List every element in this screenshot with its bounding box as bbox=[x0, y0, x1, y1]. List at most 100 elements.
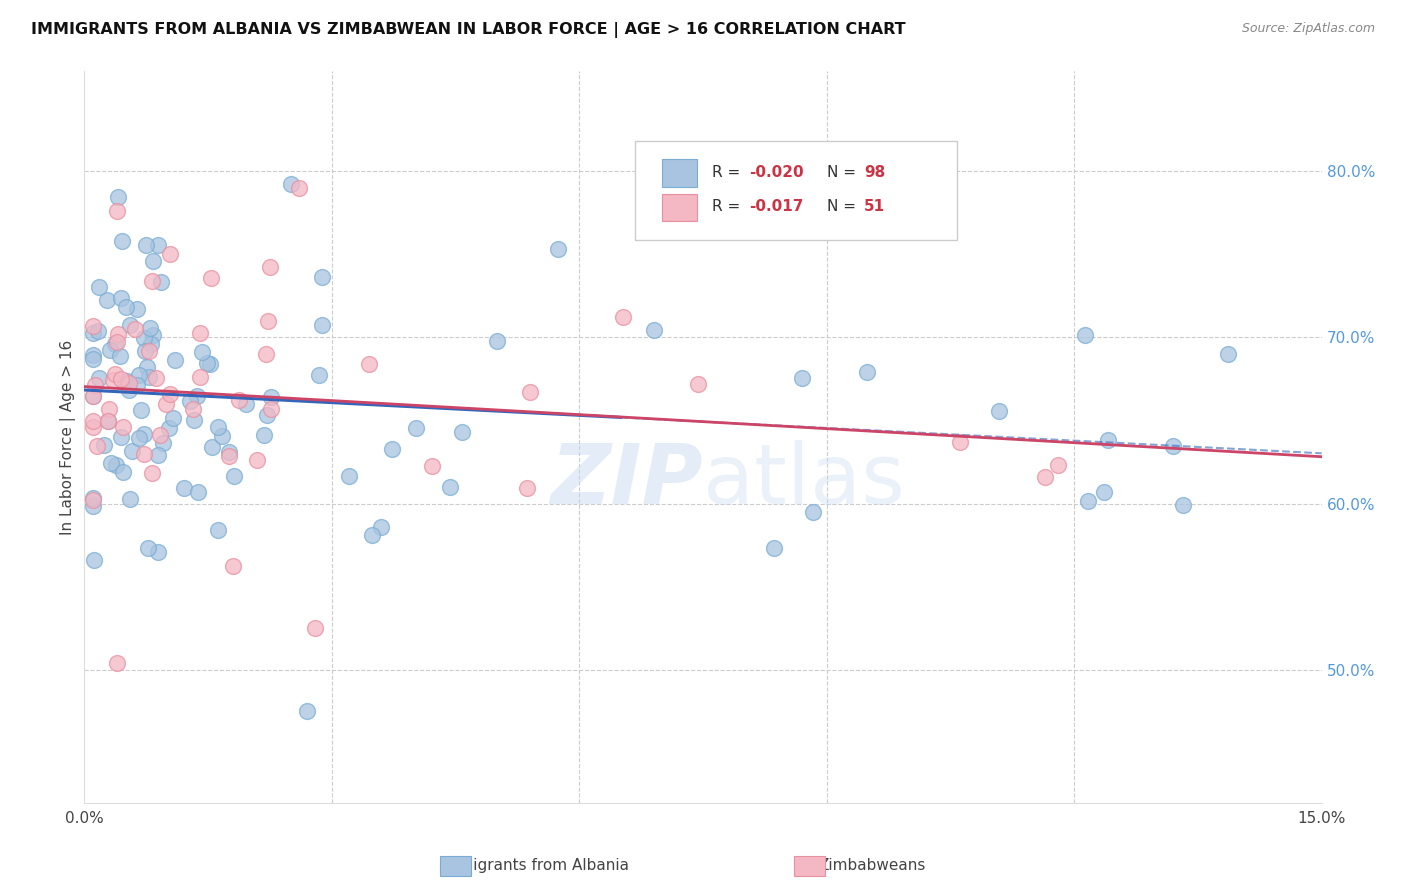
Point bbox=[96, 414, 118, 428]
Point bbox=[792, 371, 814, 385]
Point bbox=[762, 541, 785, 555]
Point bbox=[308, 368, 330, 383]
Point bbox=[949, 435, 972, 450]
Point bbox=[211, 428, 233, 442]
Point bbox=[370, 520, 392, 534]
Point bbox=[93, 437, 115, 451]
Point bbox=[256, 408, 278, 422]
Point bbox=[82, 319, 104, 334]
Point bbox=[110, 372, 132, 386]
Point bbox=[82, 420, 104, 434]
Point bbox=[405, 421, 427, 435]
Text: R =: R = bbox=[711, 165, 745, 180]
Point bbox=[82, 493, 104, 508]
Point bbox=[141, 274, 163, 288]
Point bbox=[188, 326, 211, 340]
Point bbox=[104, 337, 127, 351]
Point bbox=[82, 326, 104, 340]
Point bbox=[688, 377, 710, 392]
Point bbox=[111, 234, 134, 248]
Point bbox=[288, 180, 311, 194]
Point bbox=[1074, 327, 1097, 342]
Point bbox=[132, 426, 155, 441]
Point bbox=[138, 370, 160, 384]
Point bbox=[295, 705, 318, 719]
Point bbox=[145, 371, 167, 385]
Point bbox=[257, 314, 280, 328]
FancyBboxPatch shape bbox=[636, 141, 956, 240]
Point bbox=[218, 445, 240, 459]
Point bbox=[136, 541, 159, 555]
Point bbox=[246, 453, 269, 467]
Point bbox=[108, 350, 131, 364]
Point bbox=[207, 524, 229, 538]
Point bbox=[173, 481, 195, 495]
Point bbox=[104, 367, 127, 381]
Point bbox=[87, 370, 110, 384]
Point bbox=[198, 357, 221, 371]
Point bbox=[98, 402, 121, 417]
Point bbox=[801, 506, 824, 520]
Point bbox=[115, 301, 138, 315]
Point bbox=[107, 189, 129, 203]
Point bbox=[253, 428, 276, 442]
Point bbox=[128, 368, 150, 382]
Point bbox=[87, 280, 110, 294]
Point bbox=[135, 360, 157, 375]
Point bbox=[228, 393, 250, 408]
Point bbox=[1033, 469, 1056, 483]
Text: -0.020: -0.020 bbox=[749, 165, 803, 180]
Point bbox=[519, 384, 541, 399]
Point bbox=[337, 469, 360, 483]
Point bbox=[117, 374, 139, 388]
Text: R =: R = bbox=[711, 199, 745, 214]
Point bbox=[105, 656, 128, 670]
Point bbox=[485, 334, 508, 348]
Point bbox=[1097, 433, 1119, 447]
Point bbox=[159, 247, 181, 261]
Point bbox=[112, 466, 135, 480]
Point bbox=[1046, 458, 1069, 473]
Point bbox=[149, 275, 172, 289]
Point bbox=[105, 458, 128, 472]
Point bbox=[1161, 439, 1184, 453]
Point bbox=[111, 419, 134, 434]
Point bbox=[82, 389, 104, 403]
Point bbox=[83, 552, 105, 566]
Y-axis label: In Labor Force | Age > 16: In Labor Force | Age > 16 bbox=[60, 340, 76, 534]
Point bbox=[259, 260, 281, 274]
Point bbox=[855, 365, 877, 379]
Point bbox=[152, 436, 174, 450]
Point bbox=[118, 376, 141, 390]
Text: Zimbabweans: Zimbabweans bbox=[818, 858, 925, 872]
Point bbox=[128, 431, 150, 445]
Text: N =: N = bbox=[827, 199, 860, 214]
Text: Immigrants from Albania: Immigrants from Albania bbox=[439, 858, 630, 872]
FancyBboxPatch shape bbox=[662, 160, 697, 187]
Point bbox=[183, 413, 205, 427]
Point bbox=[110, 291, 132, 305]
Point bbox=[124, 322, 146, 336]
Point bbox=[218, 449, 240, 463]
Point bbox=[195, 356, 218, 370]
Point bbox=[86, 439, 108, 453]
Point bbox=[1171, 499, 1194, 513]
Point bbox=[100, 456, 122, 470]
Point bbox=[135, 237, 157, 252]
Point bbox=[222, 558, 245, 573]
Point bbox=[121, 443, 143, 458]
Point bbox=[186, 389, 208, 403]
Point bbox=[146, 448, 169, 462]
Point bbox=[643, 323, 665, 337]
Point bbox=[439, 479, 461, 493]
Point bbox=[82, 500, 104, 514]
Point bbox=[359, 357, 381, 371]
Point bbox=[207, 420, 229, 434]
Text: 51: 51 bbox=[863, 199, 884, 214]
Point bbox=[179, 394, 201, 409]
Point bbox=[360, 528, 382, 542]
Point bbox=[311, 318, 333, 332]
Point bbox=[142, 327, 165, 342]
Point bbox=[105, 335, 128, 350]
Point bbox=[139, 320, 162, 334]
